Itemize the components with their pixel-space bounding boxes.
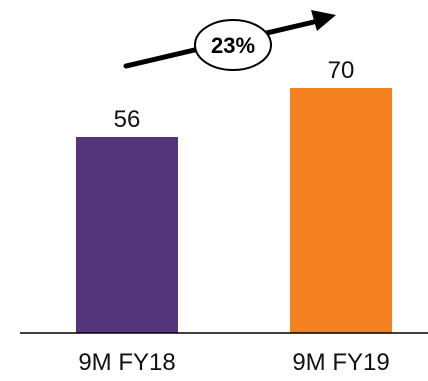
growth-annotation: 23%: [123, 10, 336, 71]
bar-1: [76, 137, 178, 333]
growth-ellipse: [194, 19, 272, 71]
bar-value-label-1: 56: [114, 106, 141, 133]
growth-label: 23%: [211, 33, 255, 58]
bar-2: [290, 88, 392, 333]
x-tick-label-1: 9M FY18: [78, 349, 175, 376]
bars-layer: 56 9M FY18 70 9M FY19: [76, 57, 392, 376]
bar-value-label-2: 70: [328, 57, 355, 84]
growth-arrow-head: [311, 10, 336, 31]
x-tick-label-2: 9M FY19: [292, 349, 389, 376]
